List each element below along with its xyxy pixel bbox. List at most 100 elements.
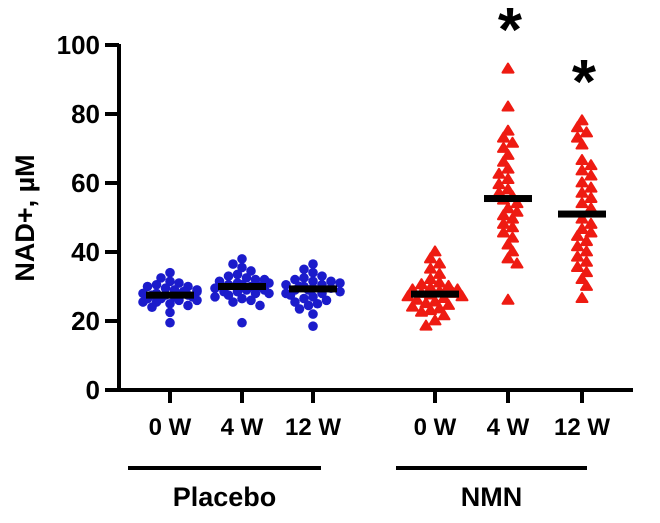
data-point xyxy=(424,304,437,316)
data-point xyxy=(575,164,589,176)
data-point xyxy=(223,271,234,281)
data-point xyxy=(575,273,589,285)
data-point xyxy=(165,307,175,318)
group-label: Placebo xyxy=(173,482,277,512)
data-point xyxy=(299,293,309,304)
data-point xyxy=(255,300,265,311)
data-point xyxy=(294,304,305,314)
data-series-placebo-12w xyxy=(281,259,345,331)
data-point xyxy=(501,172,515,184)
data-point xyxy=(584,181,598,193)
data-point xyxy=(419,319,433,331)
data-point xyxy=(228,297,238,307)
data-point xyxy=(575,176,589,188)
data-point xyxy=(442,279,455,291)
data-point xyxy=(580,266,593,278)
data-point xyxy=(303,300,314,311)
x-tick-label: 4 W xyxy=(487,414,530,441)
group-label: NMN xyxy=(461,482,523,512)
data-point xyxy=(501,238,515,250)
y-tick-label: 100 xyxy=(57,30,100,60)
y-tick-label: 60 xyxy=(71,168,100,198)
data-point xyxy=(571,260,584,272)
data-point xyxy=(223,290,234,300)
data-point xyxy=(326,276,336,287)
data-point xyxy=(501,124,515,136)
data-point xyxy=(580,126,593,138)
data-point xyxy=(160,283,171,294)
x-tick-label: 12 W xyxy=(285,414,341,441)
data-point xyxy=(165,267,175,278)
data-point xyxy=(571,131,584,143)
x-tick-label: 4 W xyxy=(221,414,264,441)
data-point xyxy=(571,240,584,252)
data-point xyxy=(455,290,469,302)
data-point xyxy=(510,257,524,269)
median-bar xyxy=(411,290,459,298)
data-point xyxy=(428,314,442,326)
data-point xyxy=(506,221,519,233)
data-point xyxy=(165,276,175,287)
data-point xyxy=(501,162,515,174)
data-point xyxy=(410,293,424,305)
data-point xyxy=(285,290,296,300)
data-point xyxy=(501,183,515,195)
median-bar xyxy=(146,291,194,299)
data-point xyxy=(308,309,318,319)
x-tick-label: 12 W xyxy=(554,414,610,441)
data-point xyxy=(237,262,247,273)
data-point xyxy=(250,274,261,285)
data-point xyxy=(433,257,446,269)
data-point xyxy=(497,131,510,143)
data-point xyxy=(575,212,589,224)
data-point xyxy=(156,273,166,283)
x-tick-label: 0 W xyxy=(414,414,457,441)
data-point xyxy=(142,281,153,292)
data-point xyxy=(165,298,175,309)
data-point xyxy=(571,229,584,241)
y-tick-label: 0 xyxy=(86,375,100,405)
data-point xyxy=(575,153,589,165)
data-point xyxy=(424,262,437,274)
data-point xyxy=(237,293,247,304)
data-point xyxy=(492,167,506,179)
x-tick-label: 0 W xyxy=(149,414,192,441)
data-point xyxy=(299,273,309,283)
data-point xyxy=(138,297,148,307)
data-point xyxy=(246,266,256,276)
data-point xyxy=(575,291,589,303)
data-point xyxy=(241,273,252,283)
data-point xyxy=(510,205,524,217)
y-tick-label: 80 xyxy=(71,99,100,129)
data-point xyxy=(584,169,598,181)
significance-star: * xyxy=(572,48,597,117)
data-point xyxy=(575,138,589,150)
data-point xyxy=(575,197,589,209)
data-point xyxy=(290,274,300,285)
data-point xyxy=(210,292,220,302)
data-point xyxy=(497,226,510,238)
data-point xyxy=(428,295,442,307)
data-point xyxy=(174,278,184,288)
data-point xyxy=(401,290,415,302)
data-point xyxy=(264,278,274,288)
data-point xyxy=(147,302,157,313)
data-point xyxy=(571,250,584,262)
data-series-nmn-0w xyxy=(401,245,469,331)
data-point xyxy=(335,286,345,297)
data-point xyxy=(250,288,261,299)
data-point xyxy=(335,278,345,288)
data-series-placebo-4w xyxy=(210,254,274,328)
data-point xyxy=(584,226,598,238)
y-tick-label: 20 xyxy=(71,306,100,336)
data-point xyxy=(501,202,515,214)
data-point xyxy=(237,317,247,328)
data-point xyxy=(232,269,243,280)
data-point xyxy=(165,317,175,328)
data-point xyxy=(308,267,318,278)
data-series-nmn-12w xyxy=(571,114,598,303)
data-point xyxy=(584,191,598,203)
data-point xyxy=(419,297,433,309)
